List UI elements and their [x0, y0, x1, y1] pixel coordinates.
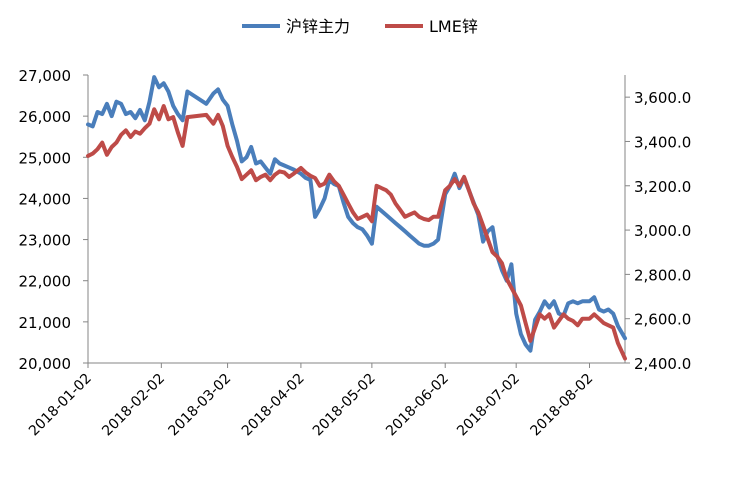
y-right-tick-label: 2,400.0 — [634, 355, 691, 373]
x-tick-label: 2018-02-02 — [99, 371, 168, 440]
y-left-tick-label: 23,000 — [19, 232, 72, 250]
y-right-tick-label: 3,600.0 — [634, 89, 691, 107]
y-right-tick-label: 3,200.0 — [634, 178, 691, 196]
y-left-tick-label: 27,000 — [19, 67, 72, 85]
y-left-tick-label: 21,000 — [19, 314, 72, 332]
y-right-tick-label: 3,000.0 — [634, 222, 691, 240]
y-left-tick-label: 22,000 — [19, 273, 72, 291]
x-tick-label: 2018-03-02 — [166, 371, 235, 440]
x-tick-label: 2018-06-02 — [383, 371, 452, 440]
x-tick-label: 2018-08-02 — [527, 371, 596, 440]
y-left-tick-label: 25,000 — [19, 149, 72, 167]
y-right-tick-label: 3,400.0 — [634, 133, 691, 151]
legend-item-lme-zinc-label: LME锌 — [429, 17, 478, 36]
y-left-tick-label: 24,000 — [19, 190, 72, 208]
x-tick-label: 2018-07-02 — [454, 371, 523, 440]
x-tick-label: 2018-01-02 — [26, 371, 95, 440]
x-tick-label: 2018-05-02 — [310, 371, 379, 440]
series-line-shfe-zinc — [86, 75, 627, 353]
y-left-tick-label: 20,000 — [19, 355, 72, 373]
y-right-tick-label: 2,800.0 — [634, 266, 691, 284]
series-line-lme-zinc — [86, 104, 627, 361]
legend-item-shfe-zinc-label: 沪锌主力 — [286, 17, 350, 36]
x-tick-label: 2018-04-02 — [239, 371, 308, 440]
y-left-tick-label: 26,000 — [19, 108, 72, 126]
y-right-tick-label: 2,600.0 — [634, 311, 691, 329]
